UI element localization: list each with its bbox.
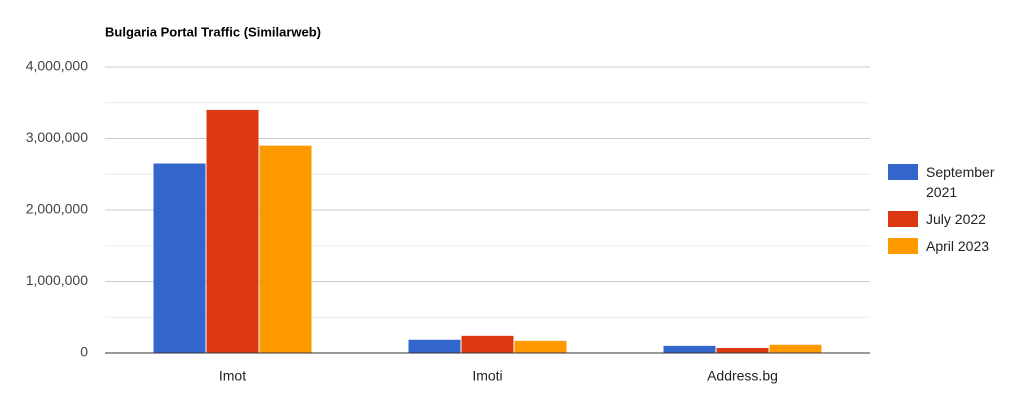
x-tick-label: Address.bg: [707, 368, 778, 384]
y-tick-label: 1,000,000: [26, 272, 88, 288]
bar: [663, 345, 716, 353]
bar: [206, 109, 259, 354]
legend: September 2021 July 2022 April 2023: [888, 162, 1018, 263]
x-tick-label: Imoti: [472, 368, 502, 384]
y-tick-label: 4,000,000: [26, 58, 88, 74]
legend-swatch: [888, 164, 918, 180]
bar: [153, 163, 206, 353]
y-tick-label: 0: [80, 344, 88, 360]
legend-label: April 2023: [926, 238, 990, 254]
bar: [408, 339, 461, 353]
x-tick-label: Imot: [219, 368, 246, 384]
bar: [259, 145, 312, 353]
legend-label: September 2021: [926, 164, 995, 200]
legend-item: April 2023: [888, 236, 1018, 256]
bar: [716, 347, 769, 353]
bar: [514, 340, 567, 353]
bar: [461, 335, 514, 353]
chart-title: Bulgaria Portal Traffic (Similarweb): [105, 24, 321, 39]
legend-item: September 2021: [888, 162, 1018, 202]
legend-label: July 2022: [926, 211, 986, 227]
bar: [769, 344, 822, 353]
y-tick-label: 2,000,000: [26, 201, 88, 217]
legend-swatch: [888, 211, 918, 227]
y-tick-label: 3,000,000: [26, 129, 88, 145]
legend-item: July 2022: [888, 209, 1018, 229]
legend-swatch: [888, 238, 918, 254]
